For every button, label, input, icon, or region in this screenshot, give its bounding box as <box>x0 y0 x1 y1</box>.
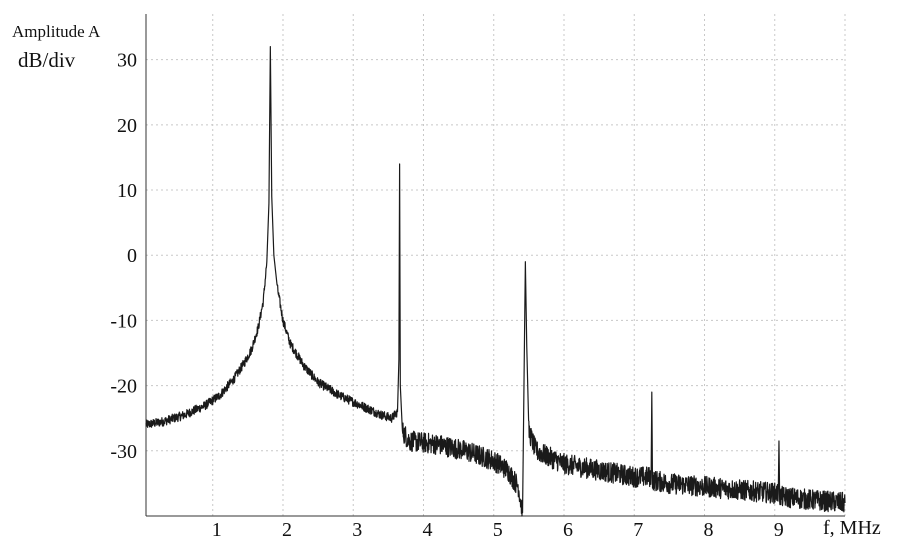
x-tick-label: 3 <box>352 519 362 540</box>
y-tick-label: -30 <box>110 441 137 463</box>
x-tick-label: 1 <box>212 519 222 540</box>
x-tick-label: 7 <box>633 519 643 540</box>
y-tick-label: 10 <box>117 180 137 202</box>
x-tick-label: 8 <box>703 519 713 540</box>
x-tick-label: 2 <box>282 519 292 540</box>
y-axis-label: Amplitude A <box>12 22 101 41</box>
y-tick-label: -20 <box>110 376 137 398</box>
tick-labels: 1 2 3 4 5 6 7 8 9 30 20 10 0 -10 -20 -30 <box>110 50 783 540</box>
grid <box>146 14 846 516</box>
series-line <box>145 46 846 517</box>
x-tick-label: 4 <box>422 519 432 540</box>
x-tick-label: 6 <box>563 519 573 540</box>
y-tick-label: 20 <box>117 115 137 137</box>
x-tick-label: 9 <box>774 519 784 540</box>
x-tick-label: 5 <box>493 519 503 540</box>
y-tick-label: 30 <box>117 50 137 72</box>
series-group <box>145 46 846 517</box>
y-tick-label: 0 <box>127 245 137 267</box>
y-tick-label: -10 <box>110 310 137 332</box>
x-axis-label: f, MHz <box>823 517 881 539</box>
y-axis-unit: dB/div <box>18 48 76 72</box>
axes <box>145 14 845 517</box>
